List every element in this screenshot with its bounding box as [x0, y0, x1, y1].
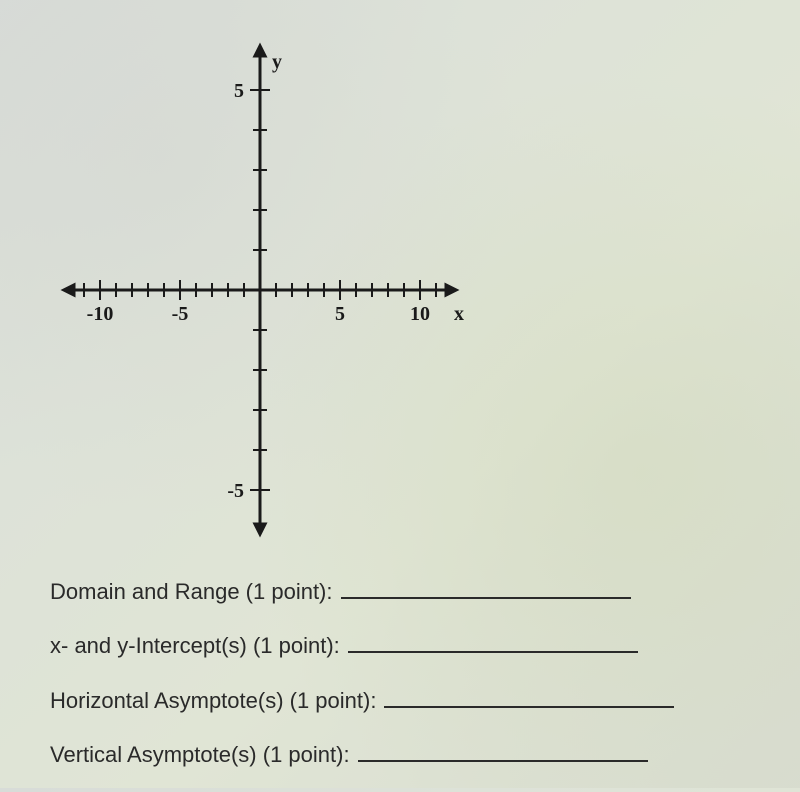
coordinate-graph: -10 -5 5 10 -5 5 x y: [40, 40, 480, 540]
question-label: Vertical Asymptote(s) (1 point):: [50, 742, 350, 768]
svg-text:y: y: [272, 51, 282, 73]
question-horizontal-asymptote: Horizontal Asymptote(s) (1 point):: [50, 683, 750, 713]
svg-text:-10: -10: [87, 303, 114, 325]
answer-blank[interactable]: [358, 738, 648, 762]
question-vertical-asymptote: Vertical Asymptote(s) (1 point):: [50, 738, 750, 768]
question-label: Horizontal Asymptote(s) (1 point):: [50, 688, 376, 714]
svg-text:5: 5: [234, 80, 244, 102]
answer-blank[interactable]: [348, 629, 638, 653]
question-domain-range: Domain and Range (1 point):: [50, 575, 750, 605]
question-intercepts: x- and y-Intercept(s) (1 point):: [50, 629, 750, 659]
question-label: Domain and Range (1 point):: [50, 579, 333, 605]
svg-text:10: 10: [410, 303, 430, 325]
svg-text:5: 5: [335, 303, 345, 325]
svg-text:x: x: [454, 303, 464, 325]
svg-text:-5: -5: [227, 480, 244, 502]
question-label: x- and y-Intercept(s) (1 point):: [50, 633, 340, 659]
answer-blank[interactable]: [384, 683, 674, 707]
answer-blank[interactable]: [341, 575, 631, 599]
svg-text:-5: -5: [172, 303, 189, 325]
questions-block: Domain and Range (1 point): x- and y-Int…: [50, 575, 750, 792]
